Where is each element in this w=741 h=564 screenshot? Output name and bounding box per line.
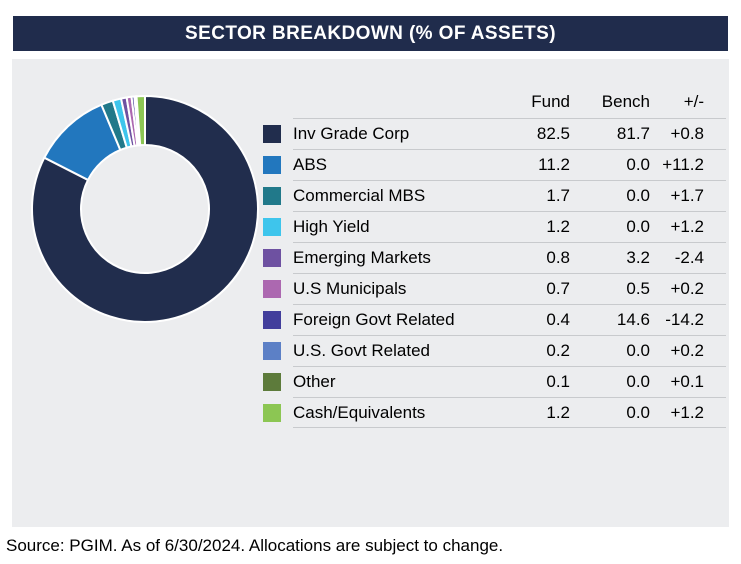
row-fund: 1.7 xyxy=(546,186,570,205)
row-fund: 0.4 xyxy=(546,310,570,329)
row-fund: 1.2 xyxy=(546,402,570,422)
row-diff: +1.2 xyxy=(670,217,704,236)
column-header-fund: Fund xyxy=(531,92,570,111)
row-diff: +0.1 xyxy=(670,372,704,391)
row-diff: +0.2 xyxy=(670,279,704,298)
table-row: Commercial MBS 1.7 0.0 +1.7 xyxy=(263,180,726,211)
row-bench: 0.0 xyxy=(626,341,650,360)
donut-slice xyxy=(31,94,259,323)
section-header-bar: SECTOR BREAKDOWN (% OF ASSETS) xyxy=(13,16,728,51)
table-row: Emerging Markets 0.8 3.2 -2.4 xyxy=(263,242,726,273)
legend-swatch xyxy=(263,186,281,205)
row-label: Commercial MBS xyxy=(293,186,426,205)
row-bench: 0.0 xyxy=(626,186,650,205)
row-bench: 81.7 xyxy=(616,124,650,143)
row-bench: 0.0 xyxy=(626,372,650,391)
row-diff: +0.8 xyxy=(670,124,704,143)
table-header-row: Fund Bench +/- xyxy=(263,86,726,118)
row-label: Other xyxy=(293,372,336,391)
chart-panel: Fund Bench +/- Inv Grade Corp 82.5 81.7 … xyxy=(12,59,729,527)
row-bench: 0.0 xyxy=(626,217,650,236)
row-bench: 0.5 xyxy=(626,279,650,298)
donut-chart xyxy=(25,89,265,329)
table-row: High Yield 1.2 0.0 +1.2 xyxy=(263,211,726,242)
row-label: ABS xyxy=(293,155,328,174)
row-fund: 11.2 xyxy=(538,155,570,174)
legend-swatch xyxy=(263,310,281,329)
row-label: Cash/Equivalents xyxy=(293,402,426,422)
table-row: U.S Municipals 0.7 0.5 +0.2 xyxy=(263,273,726,304)
row-diff: -14.2 xyxy=(665,310,704,329)
row-diff: -2.4 xyxy=(674,248,704,267)
row-diff: +1.2 xyxy=(670,402,704,422)
legend-swatch xyxy=(263,248,281,267)
row-diff: +11.2 xyxy=(662,155,704,174)
row-fund: 0.2 xyxy=(546,341,570,360)
row-label: Foreign Govt Related xyxy=(293,310,455,329)
row-label: High Yield xyxy=(293,217,370,236)
row-diff: +1.7 xyxy=(670,186,704,205)
column-header-bench: Bench xyxy=(601,92,650,111)
row-bench: 3.2 xyxy=(626,248,650,267)
row-fund: 0.1 xyxy=(546,372,570,391)
row-fund: 82.5 xyxy=(536,124,570,143)
legend-swatch xyxy=(263,217,281,236)
row-label: Emerging Markets xyxy=(293,248,431,267)
donut-slice xyxy=(135,94,146,147)
row-bench: 14.6 xyxy=(616,310,650,329)
legend-swatch xyxy=(263,372,281,391)
legend-swatch xyxy=(263,403,281,422)
row-label: U.S Municipals xyxy=(293,279,407,298)
legend-swatch xyxy=(263,341,281,360)
table-row: Cash/Equivalents 1.2 0.0 +1.2 xyxy=(263,397,726,428)
table-row: Foreign Govt Related 0.4 14.6 -14.2 xyxy=(263,304,726,335)
row-bench: 0.0 xyxy=(626,402,650,422)
row-fund: 0.8 xyxy=(546,248,570,267)
row-fund: 1.2 xyxy=(546,217,570,236)
row-label: Inv Grade Corp xyxy=(293,124,410,143)
page-title: SECTOR BREAKDOWN (% OF ASSETS) xyxy=(185,22,556,44)
source-note: Source: PGIM. As of 6/30/2024. Allocatio… xyxy=(6,536,504,555)
legend-swatch xyxy=(263,124,281,143)
table-row: U.S. Govt Related 0.2 0.0 +0.2 xyxy=(263,335,726,366)
column-header-diff: +/- xyxy=(683,92,704,111)
table-row: Other 0.1 0.0 +0.1 xyxy=(263,366,726,397)
sector-table: Fund Bench +/- Inv Grade Corp 82.5 81.7 … xyxy=(263,86,726,428)
row-diff: +0.2 xyxy=(670,341,704,360)
row-label: U.S. Govt Related xyxy=(293,341,431,360)
table-row: Inv Grade Corp 82.5 81.7 +0.8 xyxy=(263,118,726,149)
row-fund: 0.7 xyxy=(546,279,570,298)
row-bench: 0.0 xyxy=(626,155,650,174)
swatch-spacer xyxy=(263,86,293,118)
donut-chart-svg xyxy=(31,94,259,323)
legend-swatch xyxy=(263,279,281,298)
table-row: ABS 11.2 0.0 +11.2 xyxy=(263,149,726,180)
legend-swatch xyxy=(263,155,281,174)
